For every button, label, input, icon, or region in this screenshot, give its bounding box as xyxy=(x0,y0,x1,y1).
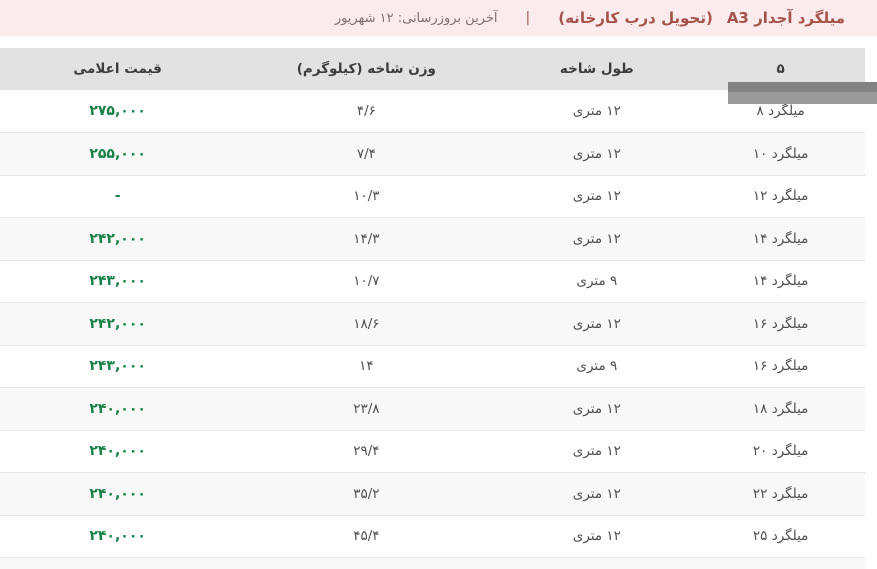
branch-length: ۱۲ متری xyxy=(497,387,697,430)
rebar-price-table: ۵ طول شاخه وزن شاخه (کیلوگرم) قیمت اعلام… xyxy=(0,48,865,569)
branch-length: ۱۲ متری xyxy=(497,302,697,345)
announced-price: ۲۴۲,۰۰۰ xyxy=(0,217,236,260)
product-name: میلگرد ۱۰ xyxy=(696,132,865,175)
announced-price: - xyxy=(0,174,236,218)
branch-weight: ۱۴ xyxy=(235,344,498,388)
branch-weight: ۱۴/۳ xyxy=(235,217,498,260)
product-name: میلگرد ۸ xyxy=(756,103,805,119)
table-row-clipped xyxy=(0,557,865,569)
branch-weight: ۴/۶ xyxy=(356,103,376,119)
product-name: میلگرد ۱۶ xyxy=(696,302,865,345)
product-name: میلگرد ۲۲ xyxy=(696,472,865,515)
announced-price: ۲۴۰,۰۰۰ xyxy=(0,514,236,558)
table-row: میلگرد ۸ ۱۲ متری ۴/۶ ۲۷۵,۰۰۰ xyxy=(0,90,865,133)
branch-length: ۹ متری xyxy=(497,344,697,388)
branch-length: ۱۲ متری xyxy=(497,514,697,558)
product-name: میلگرد ۱۶ xyxy=(696,344,865,388)
branch-length: ۱۲ متری xyxy=(497,132,697,175)
delivery-note: (تحویل درب کارخانه) xyxy=(558,9,713,27)
announced-price: ۲۴۳,۰۰۰ xyxy=(0,344,236,388)
page-title: میلگرد آجدار A3 xyxy=(726,9,845,27)
table-row: میلگرد ۱۴ ۱۲ متری ۱۴/۳ ۲۴۲,۰۰۰ xyxy=(0,217,865,260)
table-header-row: ۵ طول شاخه وزن شاخه (کیلوگرم) قیمت اعلام… xyxy=(0,48,865,90)
branch-weight: ۲۹/۴ xyxy=(235,429,498,473)
branch-weight: ۱۰/۷ xyxy=(235,259,498,303)
announced-price: ۲۴۰,۰۰۰ xyxy=(0,387,236,430)
column-header-length: طول شاخه xyxy=(497,48,697,90)
table-row: میلگرد ۱۰ ۱۲ متری ۷/۴ ۲۵۵,۰۰۰ xyxy=(0,132,865,175)
announced-price: ۲۴۳,۰۰۰ xyxy=(0,259,236,303)
table-row: میلگرد ۲۰ ۱۲ متری ۲۹/۴ ۲۴۰,۰۰۰ xyxy=(0,429,865,473)
branch-length: ۱۲ متری xyxy=(497,429,697,473)
announced-price: ۲۴۰,۰۰۰ xyxy=(0,472,236,515)
table-row: میلگرد ۱۲ ۱۲ متری ۱۰/۳ - xyxy=(0,174,865,218)
table-row: میلگرد ۲۲ ۱۲ متری ۳۵/۲ ۲۴۰,۰۰۰ xyxy=(0,472,865,515)
branch-weight: ۱۰/۳ xyxy=(235,174,498,218)
announced-price: ۲۴۲,۰۰۰ xyxy=(0,302,236,345)
branch-length: ۱۲ متری xyxy=(497,174,697,218)
column-header-price: قیمت اعلامی xyxy=(0,48,236,90)
rebar-price-table-container: ۵ طول شاخه وزن شاخه (کیلوگرم) قیمت اعلام… xyxy=(0,48,865,569)
price-table-banner: میلگرد آجدار A3 (تحویل درب کارخانه) | آخ… xyxy=(0,0,877,36)
branch-length: ۱۲ متری xyxy=(497,217,697,260)
branch-length: ۱۲ متری xyxy=(572,103,621,119)
announced-price: ۲۷۵,۰۰۰ xyxy=(89,103,146,119)
table-row: میلگرد ۱۴ ۹ متری ۱۰/۷ ۲۴۳,۰۰۰ xyxy=(0,259,865,303)
branch-weight: ۱۸/۶ xyxy=(235,302,498,345)
column-header-weight: وزن شاخه (کیلوگرم) xyxy=(235,48,498,90)
last-update-label: آخرین بروزرسانی: ۱۲ شهریور xyxy=(334,10,498,26)
product-name: میلگرد ۲۵ xyxy=(696,514,865,558)
branch-weight: ۴۵/۴ xyxy=(235,514,498,558)
horizontal-scrollbar-thumb[interactable] xyxy=(728,82,877,104)
announced-price: ۲۵۵,۰۰۰ xyxy=(0,132,236,175)
banner-separator: | xyxy=(525,10,531,26)
table-row: میلگرد ۱۶ ۹ متری ۱۴ ۲۴۳,۰۰۰ xyxy=(0,344,865,388)
branch-length: ۹ متری xyxy=(497,259,697,303)
product-name: میلگرد ۱۴ xyxy=(696,217,865,260)
product-name: میلگرد ۲۰ xyxy=(696,429,865,473)
branch-weight: ۷/۴ xyxy=(235,132,498,175)
product-name: میلگرد ۱۲ xyxy=(696,174,865,218)
branch-length: ۱۲ متری xyxy=(497,472,697,515)
product-name: میلگرد ۱۸ xyxy=(696,387,865,430)
branch-weight: ۳۵/۲ xyxy=(235,472,498,515)
product-name: میلگرد ۱۴ xyxy=(696,259,865,303)
table-row: میلگرد ۱۶ ۱۲ متری ۱۸/۶ ۲۴۲,۰۰۰ xyxy=(0,302,865,345)
table-row: میلگرد ۱۸ ۱۲ متری ۲۳/۸ ۲۴۰,۰۰۰ xyxy=(0,387,865,430)
branch-weight: ۲۳/۸ xyxy=(235,387,498,430)
announced-price: ۲۴۰,۰۰۰ xyxy=(0,429,236,473)
table-row: میلگرد ۲۵ ۱۲ متری ۴۵/۴ ۲۴۰,۰۰۰ xyxy=(0,514,865,558)
